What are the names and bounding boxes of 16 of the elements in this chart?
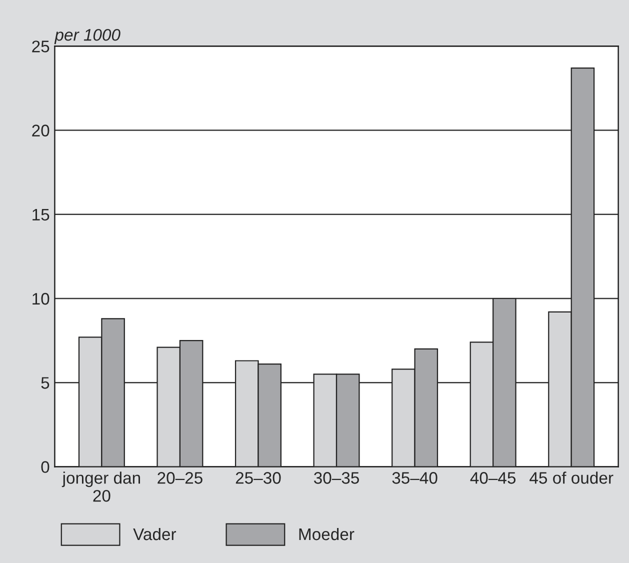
x-tick-label: 30–35 <box>314 472 359 484</box>
x-tick-label: 35–40 <box>392 472 438 484</box>
y-tick-label: 5 <box>41 377 50 389</box>
x-tick-label: 25–30 <box>236 472 281 484</box>
x-tick-label: jonger dan 20 <box>62 472 140 502</box>
x-tick-label: 40–45 <box>470 472 516 484</box>
y-tick-label: 25 <box>32 40 50 52</box>
y-tick-label: 20 <box>32 124 50 136</box>
legend-label: Moeder <box>299 528 354 540</box>
y-tick-label: 0 <box>41 461 50 473</box>
x-tick-label: 20–25 <box>158 472 202 484</box>
legend-label: Vader <box>133 528 176 540</box>
x-tick-label: 45 of ouder <box>530 472 614 484</box>
y-axis-title: per 1000 <box>54 28 120 44</box>
y-tick-label: 15 <box>32 208 50 221</box>
y-tick-label: 10 <box>32 292 50 305</box>
